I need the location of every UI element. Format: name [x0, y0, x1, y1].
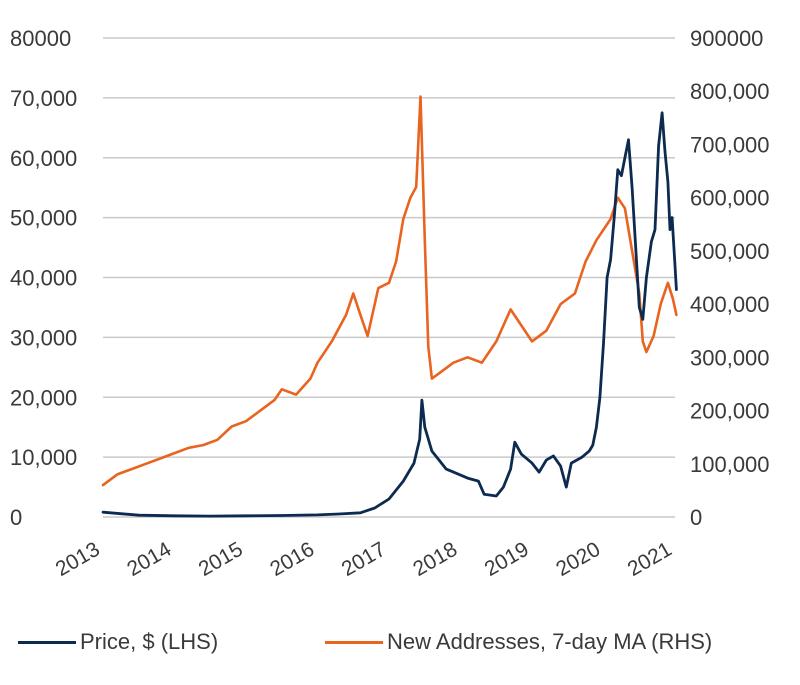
- legend-swatch-addresses: [325, 640, 383, 644]
- x-tick-label: 2014: [123, 538, 175, 581]
- right-tick-label: 500,000: [690, 239, 770, 264]
- left-axis-ticks: 0 10,000 20,000 30,000 40,000 50,000 60,000 70,…: [10, 26, 77, 530]
- x-tick-label: 2017: [338, 538, 390, 581]
- legend: Price, $ (LHS) New Addresses, 7-day MA (…: [0, 620, 800, 664]
- x-tick-label: 2019: [481, 538, 533, 581]
- right-tick-label: 800,000: [690, 79, 770, 104]
- left-tick-label: 70,000: [10, 86, 77, 111]
- right-tick-label: 900000: [690, 26, 763, 51]
- legend-label-price: Price, $ (LHS): [80, 629, 219, 654]
- right-axis-ticks: 0 100,000 200,000 300,000 400,000 500,000 600,…: [690, 26, 770, 530]
- x-tick-label: 2021: [624, 538, 676, 581]
- left-tick-label: 60,000: [10, 146, 77, 171]
- right-tick-label: 200,000: [690, 399, 770, 424]
- x-tick-label: 2018: [409, 538, 461, 581]
- right-tick-label: 0: [690, 505, 702, 530]
- legend-label-addresses: New Addresses, 7-day MA (RHS): [387, 629, 713, 654]
- left-tick-label: 40,000: [10, 266, 77, 291]
- legend-item-addresses: New Addresses, 7-day MA (RHS): [325, 620, 712, 664]
- left-tick-label: 50,000: [10, 206, 77, 231]
- right-tick-label: 300,000: [690, 345, 770, 370]
- right-tick-label: 700,000: [690, 132, 770, 157]
- legend-item-price: Price, $ (LHS): [18, 620, 218, 664]
- x-tick-label: 2013: [52, 538, 104, 581]
- x-axis-ticks: 2013 2014 2015 2016 2017 2018 2019 2020 2021: [52, 538, 676, 581]
- series-layer: [101, 95, 678, 518]
- left-tick-label: 30,000: [10, 325, 77, 350]
- gridlines: [103, 37, 675, 518]
- left-tick-label: 0: [10, 505, 22, 530]
- series-line-price: [101, 111, 678, 518]
- series-line-addresses: [101, 95, 678, 487]
- right-tick-label: 400,000: [690, 292, 770, 317]
- left-tick-label: 10,000: [10, 445, 77, 470]
- legend-swatch-price: [18, 640, 76, 644]
- x-tick-label: 2016: [266, 538, 318, 581]
- left-tick-label: 20,000: [10, 385, 77, 410]
- right-tick-label: 100,000: [690, 452, 770, 477]
- x-tick-label: 2020: [552, 538, 604, 581]
- x-tick-label: 2015: [195, 538, 247, 581]
- dual-axis-line-chart: 0 10,000 20,000 30,000 40,000 50,000 60,000 70,…: [10, 26, 770, 581]
- left-tick-label: 80000: [10, 26, 71, 51]
- right-tick-label: 600,000: [690, 186, 770, 211]
